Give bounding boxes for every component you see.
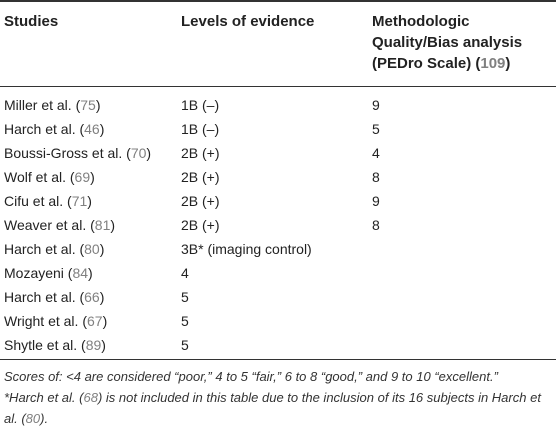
study-name: Harch et al. ( (4, 289, 85, 305)
header-quality-line-3-close: ) (505, 55, 511, 72)
reference-link[interactable]: 70 (130, 145, 147, 161)
study-name: Miller et al. ( (4, 97, 81, 113)
study-cell: Cifu et al. (71) (4, 192, 92, 210)
study-close-paren: ) (90, 169, 95, 185)
reference-link[interactable]: 66 (84, 289, 100, 305)
study-name: Mozayeni ( (4, 265, 73, 281)
footnote-scores: Scores of: <4 are considered “poor,” 4 t… (4, 369, 498, 384)
study-close-paren: ) (99, 289, 105, 305)
study-cell: Weaver et al. (81) (4, 216, 115, 234)
header-levels-of-evidence: Levels of evidence (181, 13, 315, 30)
study-name: Boussi-Gross et al. ( (4, 145, 131, 161)
study-close-paren: ) (110, 217, 116, 233)
study-cell: Shytle et al. (89) (4, 336, 106, 354)
reference-link[interactable]: 67 (87, 313, 103, 329)
header-quality-line-1: Methodologic (372, 13, 470, 30)
header-quality-line-3: (PEDro Scale) (109) (372, 53, 522, 74)
level-of-evidence-cell: 2B (+) (181, 217, 220, 233)
study-cell: Wolf et al. (69) (4, 168, 95, 186)
footnote-harch-text: *Harch et al. ( (4, 390, 84, 405)
footnote-harch-text: ) is not included in this table due to t… (4, 390, 541, 426)
reference-link[interactable]: 69 (74, 169, 91, 185)
level-of-evidence-cell: 4 (181, 265, 189, 281)
footnote-harch: *Harch et al. (68) is not included in th… (4, 387, 552, 429)
study-close-paren: ) (146, 145, 152, 161)
reference-link[interactable]: 81 (94, 217, 111, 233)
reference-link[interactable]: 89 (85, 337, 102, 353)
study-cell: Harch et al. (66) (4, 288, 104, 306)
study-close-paren: ) (99, 121, 105, 137)
reference-link[interactable]: 109 (480, 55, 506, 72)
reference-link[interactable]: 71 (71, 193, 88, 209)
footnote-harch-text: ). (40, 411, 49, 426)
study-name: Shytle et al. ( (4, 337, 86, 353)
level-of-evidence-cell: 2B (+) (181, 145, 220, 161)
study-name: Cifu et al. ( (4, 193, 72, 209)
table-bottom-rule (0, 359, 556, 360)
level-of-evidence-cell: 5 (181, 313, 189, 329)
reference-link[interactable]: 80 (84, 241, 100, 257)
reference-link[interactable]: 80 (25, 411, 41, 426)
header-bottom-rule (0, 86, 556, 87)
study-close-paren: ) (95, 97, 101, 113)
study-cell: Mozayeni (84) (4, 264, 93, 282)
study-name: Wolf et al. ( (4, 169, 75, 185)
level-of-evidence-cell: 3B* (imaging control) (181, 241, 312, 257)
study-name: Harch et al. ( (4, 121, 85, 137)
study-cell: Harch et al. (80) (4, 240, 104, 258)
study-close-paren: ) (102, 313, 108, 329)
level-of-evidence-cell: 1B (–) (181, 97, 220, 113)
study-cell: Boussi-Gross et al. (70) (4, 144, 151, 162)
pedro-score-cell: 4 (372, 145, 380, 161)
reference-link[interactable]: 84 (72, 265, 89, 281)
study-cell: Miller et al. (75) (4, 96, 100, 114)
pedro-score-cell: 8 (372, 217, 380, 233)
study-name: Weaver et al. ( (4, 217, 95, 233)
study-name: Wright et al. ( (4, 313, 87, 329)
reference-link[interactable]: 68 (83, 390, 98, 405)
pedro-score-cell: 9 (372, 97, 380, 113)
header-quality-line-2: Quality/Bias analysis (372, 34, 523, 51)
header-studies: Studies (4, 13, 59, 30)
level-of-evidence-cell: 5 (181, 337, 189, 353)
level-of-evidence-cell: 1B (–) (181, 121, 220, 137)
level-of-evidence-cell: 2B (+) (181, 193, 220, 209)
table-top-rule (0, 0, 556, 2)
study-cell: Wright et al. (67) (4, 312, 107, 330)
study-close-paren: ) (87, 193, 92, 209)
study-name: Harch et al. ( (4, 241, 85, 257)
reference-link[interactable]: 46 (84, 121, 100, 137)
level-of-evidence-cell: 5 (181, 289, 189, 305)
study-close-paren: ) (99, 241, 105, 257)
header-quality-line-3-text: (PEDro Scale) ( (372, 55, 481, 72)
level-of-evidence-cell: 2B (+) (181, 169, 220, 185)
pedro-score-cell: 8 (372, 169, 380, 185)
study-close-paren: ) (101, 337, 106, 353)
study-cell: Harch et al. (46) (4, 120, 104, 138)
pedro-score-cell: 5 (372, 121, 380, 137)
reference-link[interactable]: 75 (80, 97, 96, 113)
pedro-score-cell: 9 (372, 193, 380, 209)
header-methodologic-quality: Methodologic Quality/Bias analysis (PEDr… (372, 11, 522, 74)
study-close-paren: ) (88, 265, 93, 281)
